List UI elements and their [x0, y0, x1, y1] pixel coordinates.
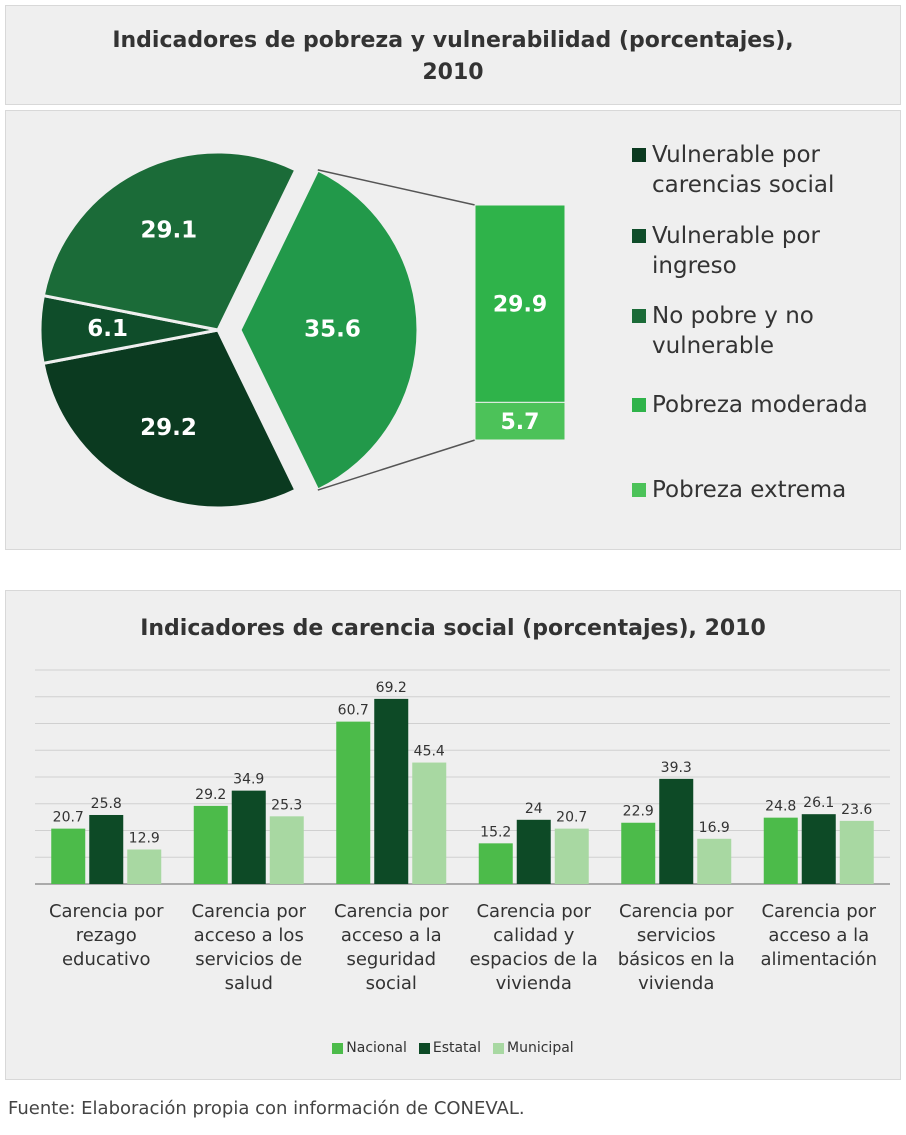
value-label: 60.7 — [338, 703, 369, 719]
legend-swatch — [418, 1042, 430, 1054]
chart-title: Indicadores de pobreza y vulnerabilidad … — [112, 28, 794, 85]
value-label: 39.3 — [661, 760, 692, 776]
bar — [336, 721, 371, 884]
pie-label: 6.1 — [87, 316, 128, 342]
value-label: 34.9 — [233, 772, 264, 788]
bar — [659, 778, 694, 884]
bar — [193, 805, 228, 884]
legend-swatch — [632, 398, 646, 412]
bar-label: 29.9 — [493, 293, 547, 318]
value-label: 25.3 — [271, 797, 302, 813]
connector — [317, 169, 476, 206]
legend-swatch — [632, 148, 646, 162]
chart-title: Indicadores de carencia social (porcenta… — [140, 616, 766, 641]
pie-slice — [238, 167, 420, 493]
legend-entry: Nacional — [332, 1040, 407, 1056]
legend: Nacional Estatal Municipal — [0, 1040, 906, 1056]
value-label: 24 — [525, 801, 543, 817]
legend-entry: Municipal — [493, 1040, 574, 1056]
legend-entry: Pobreza moderada — [632, 390, 882, 420]
legend-swatch — [493, 1042, 505, 1054]
value-label: 24.8 — [765, 799, 796, 815]
legend-entry: Estatal — [418, 1040, 482, 1056]
title-panel — [5, 5, 901, 105]
legend-label: Vulnerable por ingreso — [652, 223, 820, 279]
legend-entry: Vulnerable por carencias social — [632, 140, 882, 200]
pie-slice — [41, 328, 298, 510]
bar — [801, 814, 836, 884]
value-label: 45.4 — [414, 744, 445, 760]
value-label: 29.2 — [195, 787, 226, 803]
x-tick-label: Carencia por rezago educativo — [48, 901, 164, 970]
legend-label: No pobre y no vulnerable — [652, 303, 814, 359]
value-label: 15.2 — [480, 824, 511, 840]
value-label: 20.7 — [53, 810, 84, 826]
bar — [621, 822, 656, 884]
x-tick-label: Carencia por acceso a la seguridad socia… — [333, 901, 449, 994]
legend-swatch — [332, 1042, 344, 1054]
value-label: 26.1 — [803, 795, 834, 811]
pie-label: 29.2 — [140, 415, 197, 441]
legend-entry: Pobreza extrema — [632, 475, 882, 505]
legend-label: Estatal — [432, 1040, 482, 1056]
legend-label: Pobreza extrema — [652, 477, 847, 503]
legend-entry: No pobre y no vulnerable — [632, 301, 882, 361]
bar — [516, 819, 551, 884]
x-tick-label: Carencia por servicios básicos en la viv… — [617, 901, 735, 994]
value-label: 20.7 — [556, 810, 587, 826]
value-label: 69.2 — [376, 680, 407, 696]
pie-slice — [41, 150, 298, 332]
bar — [89, 814, 124, 884]
value-label: 12.9 — [129, 830, 160, 846]
bar — [839, 820, 874, 884]
bar — [412, 762, 447, 884]
bar-segment — [474, 401, 566, 441]
bar-label: 5.7 — [501, 410, 540, 435]
legend-label: Pobreza moderada — [652, 392, 868, 418]
legend-swatch — [632, 229, 646, 243]
bar — [374, 698, 409, 884]
bar-panel — [5, 590, 901, 1080]
source: Fuente: Elaboración propia con informaci… — [8, 1098, 525, 1119]
legend-entry: Vulnerable por ingreso — [632, 221, 882, 281]
connector — [317, 439, 476, 491]
pie-label: 29.1 — [140, 218, 197, 244]
bar — [697, 838, 732, 884]
legend-label: Nacional — [346, 1040, 407, 1056]
legend-swatch — [632, 309, 646, 323]
bar — [231, 790, 266, 884]
value-label: 16.9 — [699, 820, 730, 836]
value-label: 23.6 — [841, 802, 872, 818]
bar — [554, 828, 589, 884]
bar — [51, 828, 86, 884]
x-tick-label: Carencia por acceso a la alimentación — [760, 901, 877, 970]
bar — [269, 816, 304, 884]
bar-segment — [474, 204, 566, 403]
value-label: 22.9 — [623, 804, 654, 820]
value-label: 25.8 — [91, 796, 122, 812]
x-tick-label: Carencia por acceso a los servicios de s… — [191, 901, 307, 994]
legend-label: Vulnerable por carencias social — [652, 142, 835, 198]
bar — [127, 849, 162, 884]
bar — [763, 817, 798, 884]
legend-label: Municipal — [507, 1040, 574, 1056]
pie-label: 35.6 — [304, 317, 361, 343]
x-tick-label: Carencia por calidad y espacios de la vi… — [469, 901, 598, 994]
legend-swatch — [632, 483, 646, 497]
bar — [478, 843, 513, 884]
